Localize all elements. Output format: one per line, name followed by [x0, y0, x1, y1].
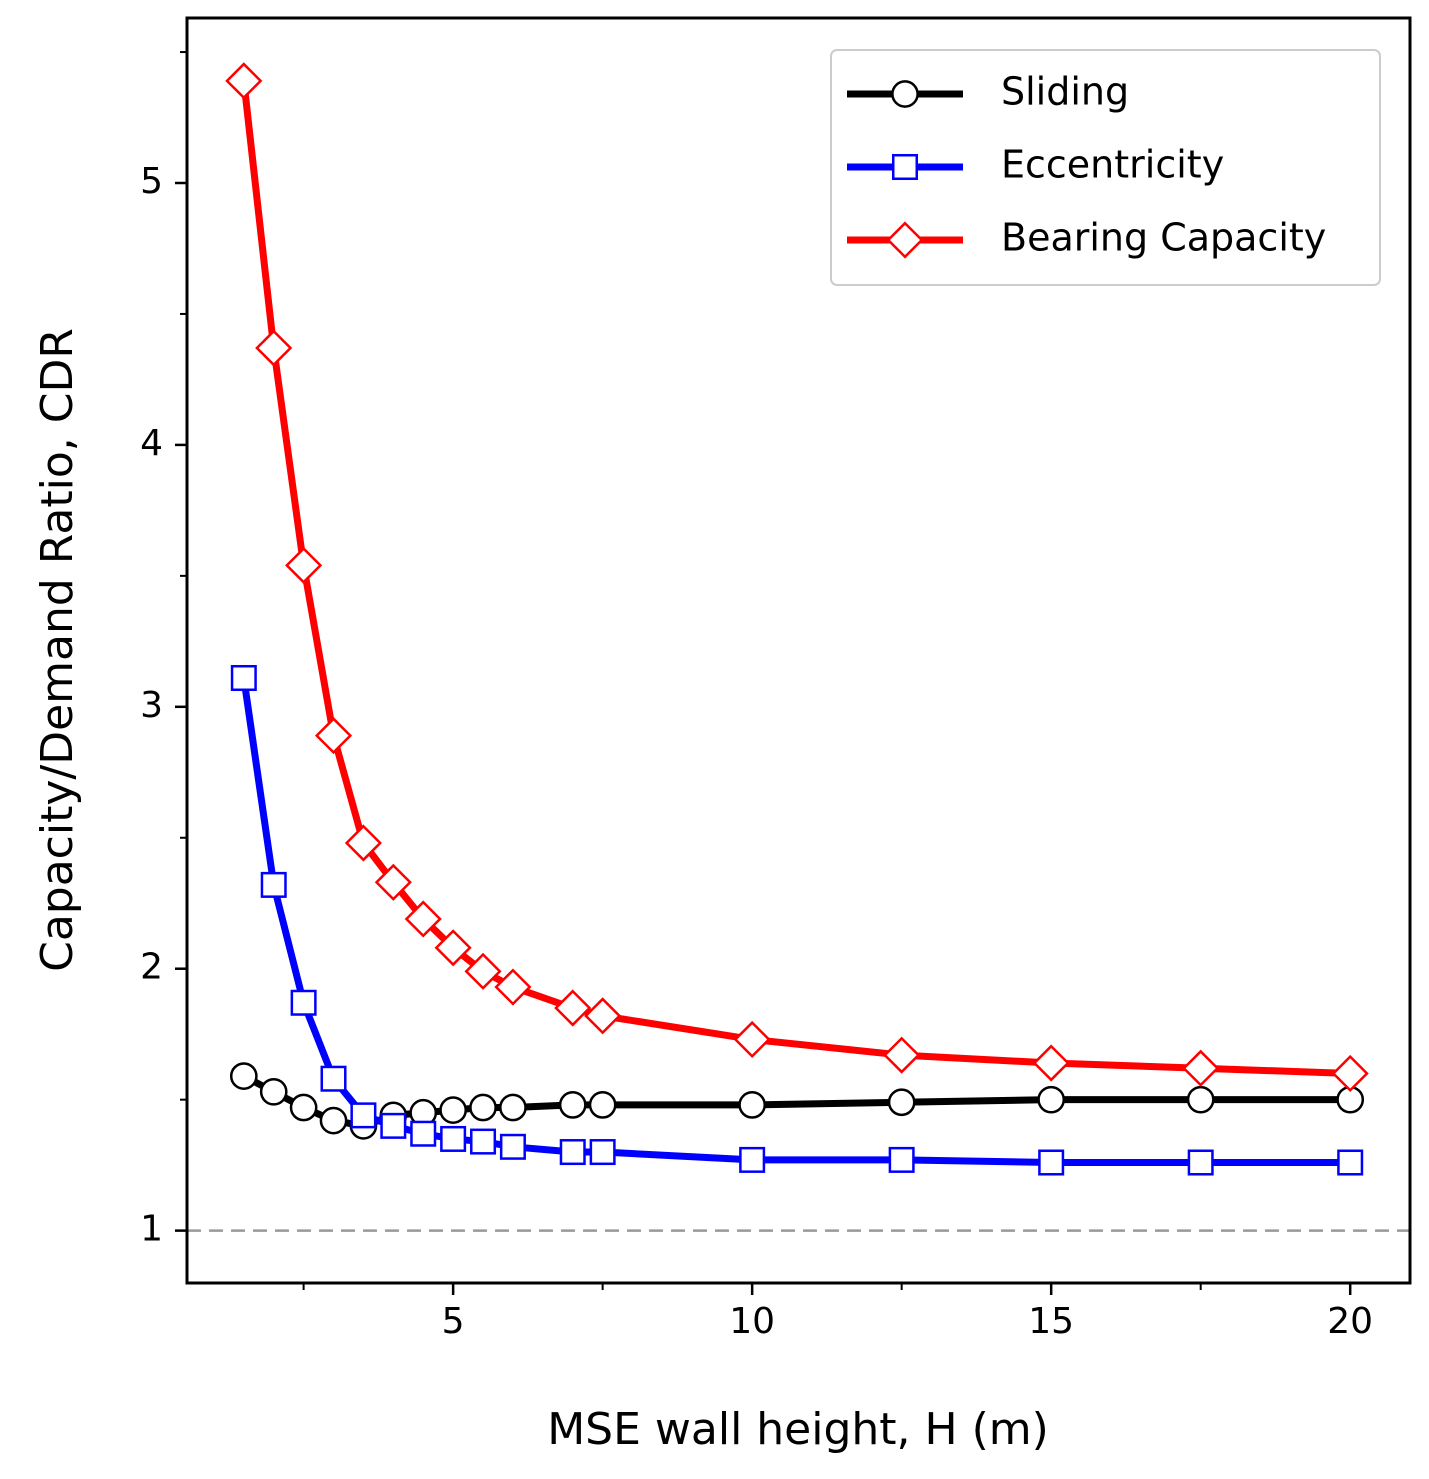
legend-label: Bearing Capacity	[1001, 216, 1326, 260]
marker	[887, 1088, 916, 1117]
marker	[1038, 1149, 1065, 1176]
marker	[230, 664, 257, 692]
marker	[320, 1065, 347, 1092]
marker	[1186, 1085, 1215, 1114]
marker	[1037, 1085, 1066, 1114]
x-tick-label: 10	[729, 1301, 775, 1342]
marker	[888, 1146, 915, 1173]
marker	[434, 929, 472, 967]
y-axis-label: Capacity/Demand Ratio, CDR	[32, 328, 83, 972]
marker	[439, 1096, 467, 1124]
y-tick-label: 5	[140, 161, 163, 202]
marker	[558, 1091, 587, 1119]
marker	[319, 1106, 348, 1135]
marker	[464, 952, 502, 990]
marker	[344, 824, 382, 862]
marker	[1187, 1149, 1214, 1176]
marker	[410, 1120, 437, 1147]
marker	[1331, 1054, 1369, 1093]
marker	[350, 1102, 377, 1129]
marker	[470, 1128, 497, 1155]
marker	[589, 1139, 616, 1166]
marker	[255, 329, 293, 367]
y-tick-label: 1	[140, 1209, 163, 1250]
x-tick-label: 5	[442, 1301, 465, 1342]
marker	[225, 62, 263, 100]
marker	[499, 1133, 526, 1160]
marker	[1337, 1149, 1364, 1176]
marker	[440, 1125, 467, 1152]
marker	[733, 1020, 771, 1058]
marker	[380, 1112, 407, 1139]
marker	[404, 900, 442, 938]
legend-label: Eccentricity	[1001, 143, 1224, 187]
legend-box	[830, 49, 1381, 286]
marker	[289, 1093, 318, 1122]
y-tick-label: 4	[140, 423, 163, 464]
marker	[290, 989, 317, 1016]
legend-marker	[886, 221, 924, 259]
marker	[374, 863, 412, 901]
marker	[883, 1036, 921, 1074]
marker	[559, 1139, 586, 1166]
x-tick-label: 15	[1028, 1301, 1074, 1342]
marker	[499, 1093, 527, 1122]
x-axis-label: MSE wall height, H (m)	[547, 1404, 1049, 1455]
marker	[260, 871, 287, 898]
plot-frame	[185, 16, 1412, 1285]
marker	[285, 546, 323, 584]
marker	[738, 1091, 767, 1119]
marker	[588, 1091, 617, 1119]
x-tick-label: 20	[1327, 1301, 1373, 1342]
y-tick-label: 3	[140, 685, 163, 726]
marker	[494, 968, 532, 1006]
marker	[1182, 1049, 1220, 1087]
marker	[584, 997, 622, 1035]
marker	[469, 1093, 497, 1122]
marker	[314, 717, 353, 755]
series-line	[242, 1073, 1351, 1130]
marker	[739, 1146, 766, 1173]
marker	[259, 1077, 288, 1106]
y-tick-label: 2	[140, 947, 163, 988]
legend-marker	[891, 153, 919, 181]
marker	[229, 1062, 258, 1090]
marker	[1032, 1044, 1070, 1082]
legend-marker	[891, 80, 919, 108]
legend-label: Sliding	[1001, 70, 1129, 114]
marker	[554, 989, 592, 1027]
